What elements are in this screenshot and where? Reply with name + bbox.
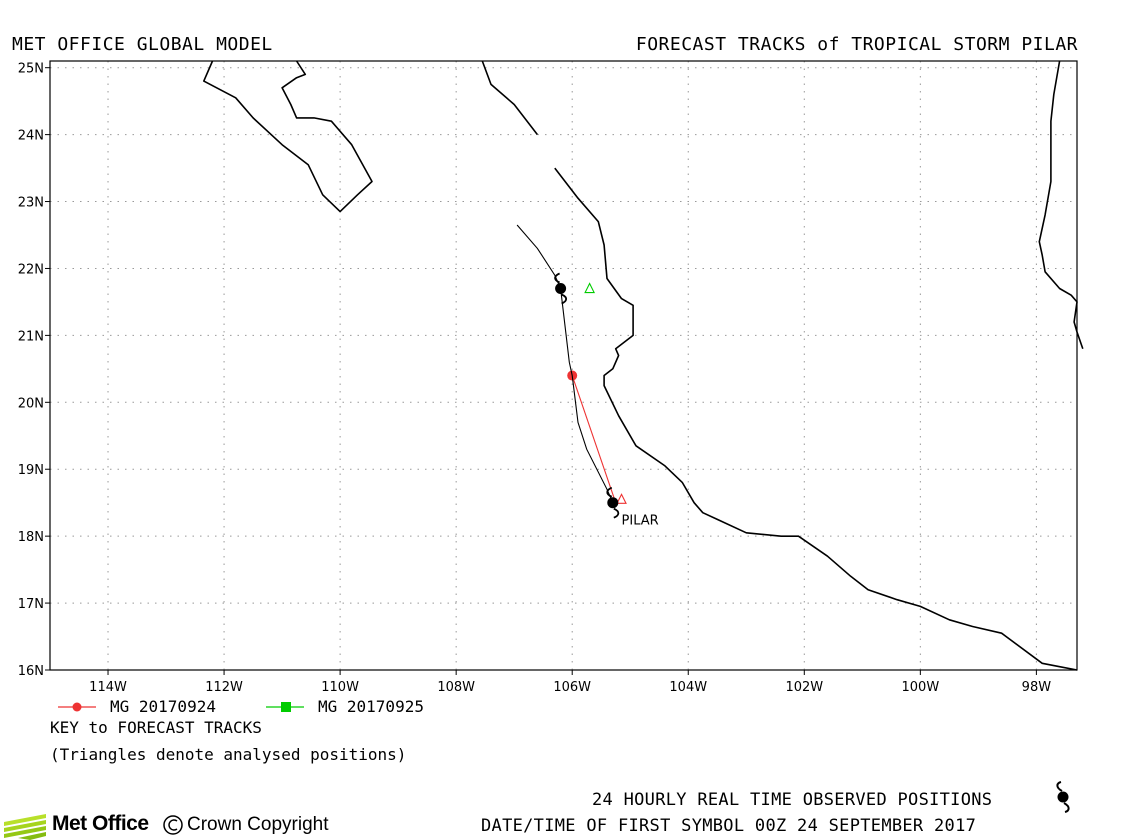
- tick-label-lat: 16N: [18, 664, 44, 679]
- hurricane-symbol-arm: [561, 293, 567, 305]
- hurricane-symbol-arm: [554, 272, 560, 284]
- legend-track-green-label: MG 20170925: [318, 697, 424, 716]
- tick-label-lat: 19N: [18, 463, 44, 478]
- tick-label-lat: 23N: [18, 196, 44, 211]
- hurricane-symbol-icon: [554, 272, 567, 305]
- legend-marker-red: [58, 702, 96, 712]
- met-office-logo-icon: [4, 814, 46, 840]
- legend-note: (Triangles denote analysed positions): [50, 745, 407, 764]
- map-grid: [50, 61, 1077, 671]
- tick-label-lon: 100W: [902, 680, 940, 695]
- tick-label-lon: 106W: [553, 680, 591, 695]
- coastline: [1038, 60, 1084, 350]
- tick-label-lat: 24N: [18, 129, 44, 144]
- tick-label-lon: 112W: [205, 680, 243, 695]
- model-title: MET OFFICE GLOBAL MODEL: [12, 34, 273, 55]
- hurricane-symbol-arm: [613, 507, 620, 519]
- tick-label-lon: 114W: [89, 680, 127, 695]
- analysed-position-triangle: [616, 493, 627, 504]
- observed-positions-label: 24 HOURLY REAL TIME OBSERVED POSITIONS: [592, 790, 993, 810]
- axis-ticks: 25N 24N 23N 22N 21N 20N 19N 18N 17N 16N 114W 112W 11…: [18, 62, 1052, 695]
- coastline: [481, 60, 539, 136]
- legend-marker-green: [266, 702, 304, 712]
- tick-label-lon: 110W: [321, 680, 359, 695]
- map-frame: [49, 60, 1078, 671]
- hurricane-symbol-icon: [606, 486, 620, 519]
- coastlines: [203, 60, 1084, 671]
- coastline: [203, 60, 373, 213]
- tick-label-lat: 17N: [18, 597, 44, 612]
- chart-title: FORECAST TRACKS of TROPICAL STORM PILAR: [635, 34, 1078, 55]
- copyright-text: Crown Copyright: [187, 814, 329, 835]
- legend-key-title: KEY to FORECAST TRACKS: [50, 718, 262, 737]
- coastline: [554, 167, 1078, 671]
- tick-label-lon: 108W: [437, 680, 475, 695]
- tick-label-lat: 25N: [18, 62, 44, 77]
- hurricane-symbol-arm: [606, 486, 613, 498]
- tick-label-lon: 104W: [669, 680, 707, 695]
- tick-label-lon: 98W: [1022, 680, 1052, 695]
- first-symbol-datetime: DATE/TIME OF FIRST SYMBOL 00Z 24 SEPTEMB…: [481, 816, 977, 836]
- observed-track-line: [516, 224, 614, 503]
- met-office-logo-text: Met Office: [52, 812, 149, 835]
- tick-label-lat: 22N: [18, 262, 44, 277]
- tick-label-lon: 102W: [785, 680, 823, 695]
- forecast-tracks: [567, 282, 627, 504]
- hurricane-symbol-icon: [1056, 781, 1070, 813]
- observed-track: [516, 224, 620, 519]
- hurricane-symbol-core: [555, 283, 567, 294]
- copyright-icon: [163, 815, 183, 835]
- tick-label-lat: 21N: [18, 329, 44, 344]
- tick-label-lat: 20N: [18, 396, 44, 411]
- hurricane-symbol-core: [607, 497, 619, 509]
- forecast-track-line-1: [571, 375, 617, 503]
- tick-label-lat: 18N: [18, 530, 44, 545]
- legend-track-red-label: MG 20170924: [110, 697, 216, 716]
- analysed-position-triangle: [584, 282, 596, 294]
- storm-label: PILAR: [622, 513, 659, 528]
